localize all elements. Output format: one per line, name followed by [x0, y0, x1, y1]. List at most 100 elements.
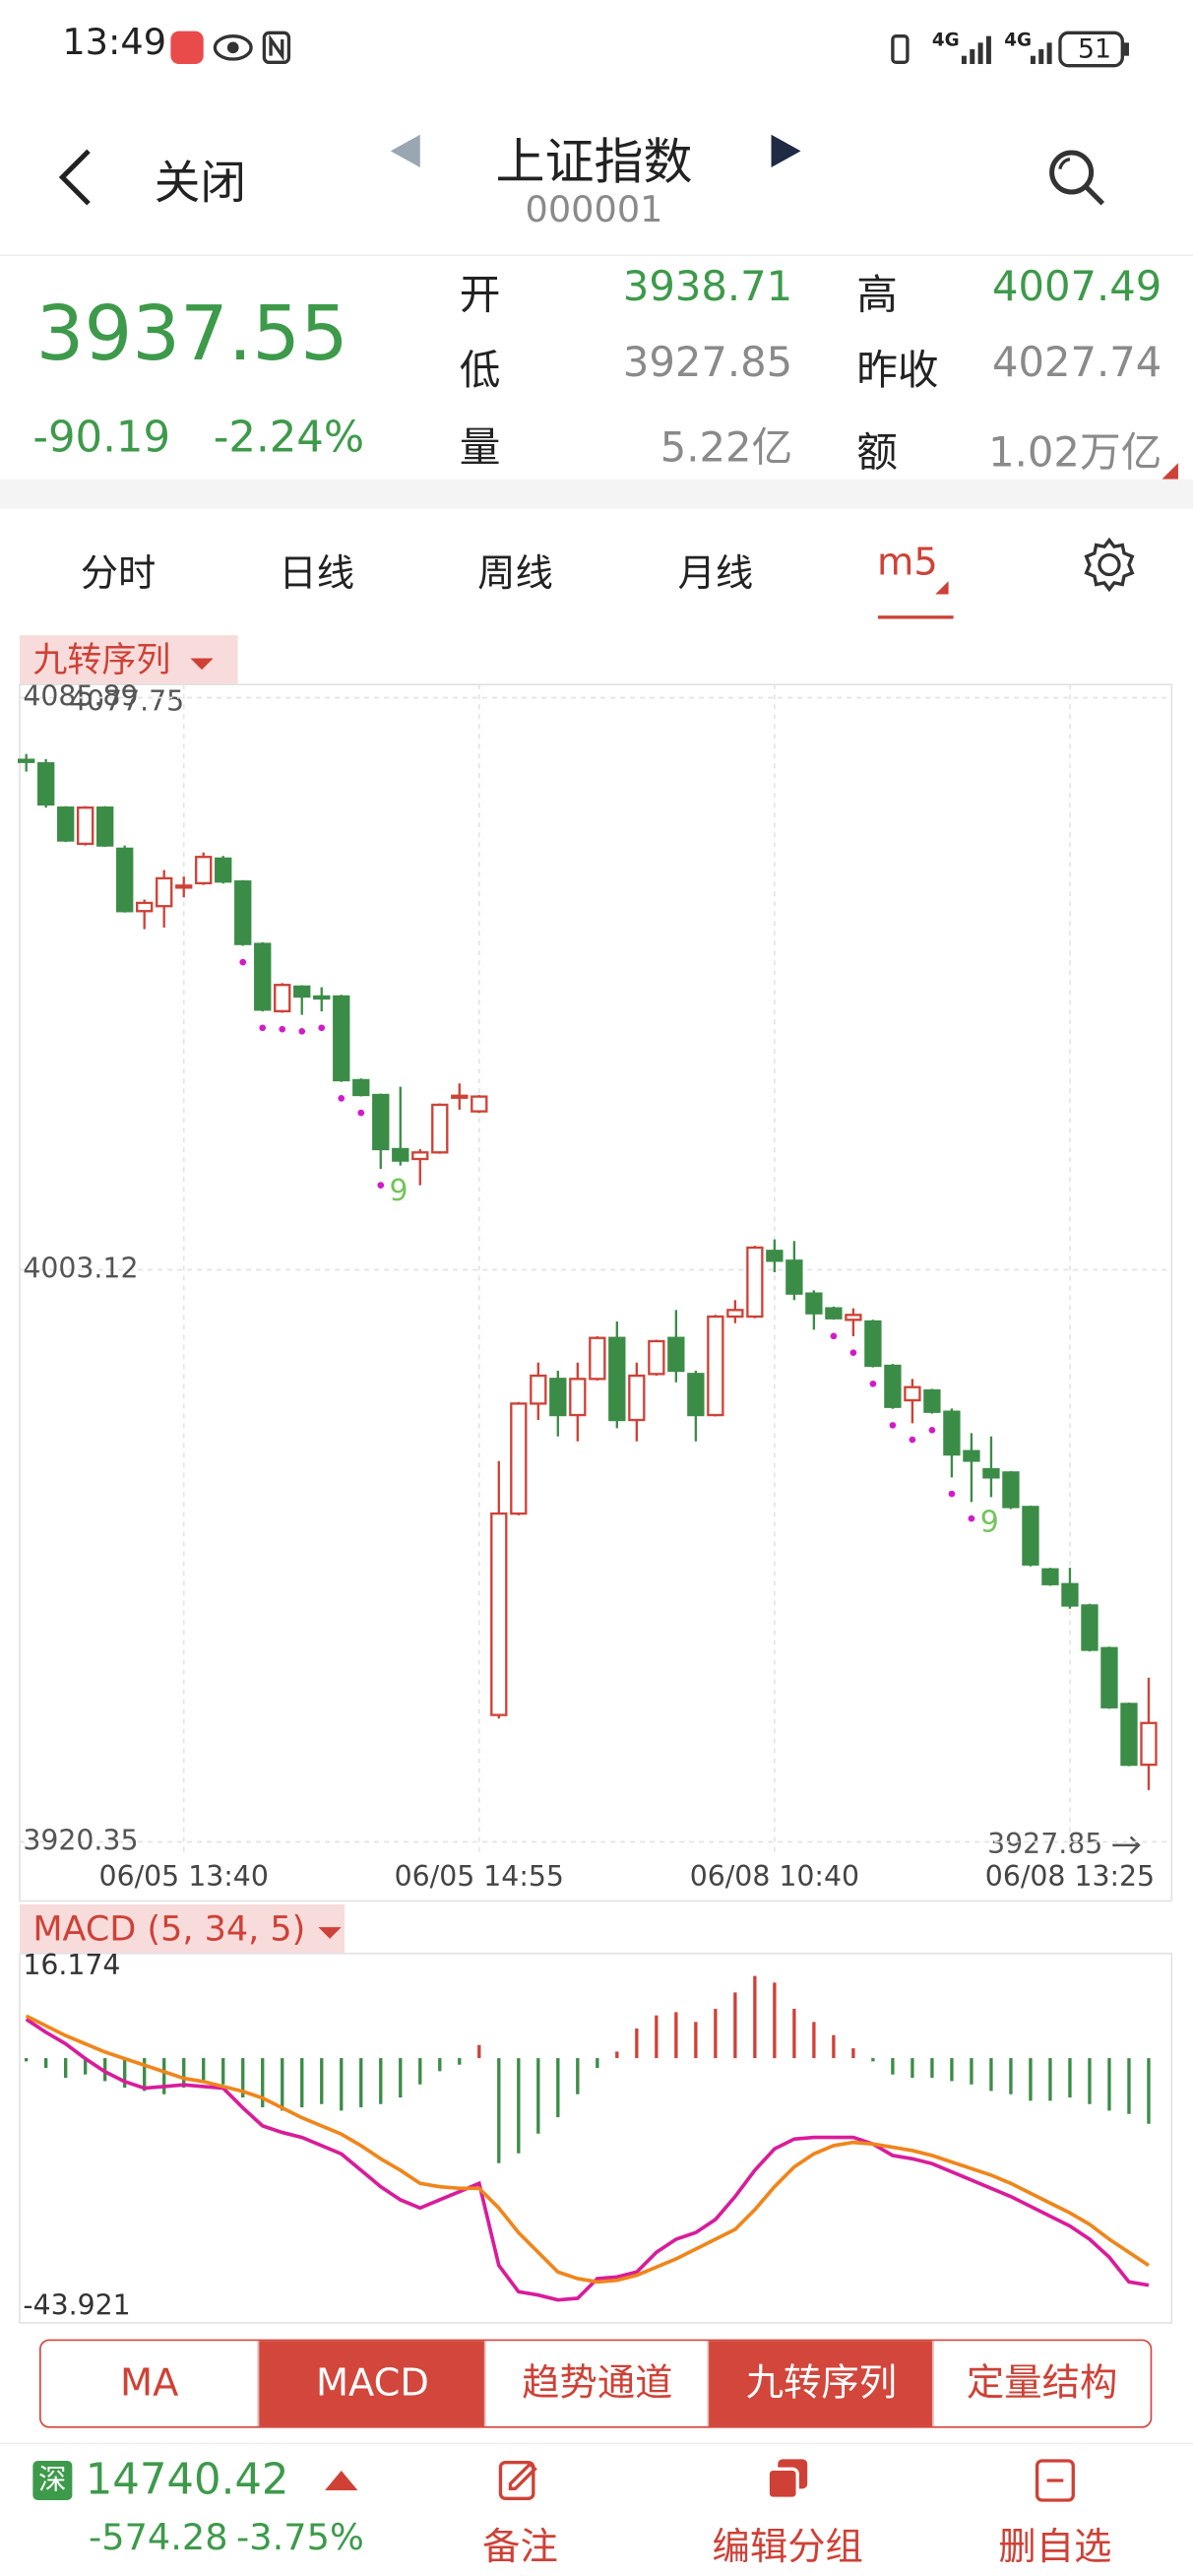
charts: 4077.75 3927.85 3920.35 4003.12 4085.89 06/…: [18, 680, 1173, 2324]
min-arrow: [1112, 1835, 1141, 1855]
settings-icon[interactable]: [1080, 535, 1139, 594]
td-dot: [279, 1025, 286, 1033]
search-icon[interactable]: [1043, 145, 1109, 211]
candle-body: [1061, 1582, 1079, 1607]
footer-index-value: 14740.42: [85, 2455, 289, 2505]
candle-body: [864, 1320, 882, 1368]
indicator-button[interactable]: 定量结构: [931, 2341, 1151, 2426]
signal-icons: [891, 31, 1129, 68]
candle-body: [490, 1512, 508, 1716]
candle-body: [116, 847, 134, 913]
stock-code: 000001: [525, 190, 663, 232]
min-marker: 3927.85: [987, 1828, 1102, 1860]
candle-body: [766, 1250, 784, 1262]
switch-arrows[interactable]: [387, 131, 813, 170]
candle-body: [884, 1364, 902, 1408]
candle-body: [471, 1095, 488, 1113]
indicator-button[interactable]: 趋势通道: [483, 2341, 709, 2426]
macd-dropdown[interactable]: MACD (5, 34, 5): [20, 1903, 345, 1954]
period-tab-active[interactable]: m5: [877, 542, 938, 585]
footer-change-percent: -3.75%: [236, 2518, 364, 2560]
candle-body: [805, 1292, 823, 1315]
candle-body: [352, 1078, 370, 1097]
candle-body: [510, 1402, 528, 1515]
macd-line: [25, 2018, 1150, 2302]
tab-indicator: [877, 581, 954, 619]
candle-body: [549, 1378, 567, 1417]
close-button[interactable]: 关闭: [154, 156, 247, 211]
remove-icon: [1035, 2459, 1075, 2502]
status-time: 13:49: [62, 23, 167, 65]
field-label: 昨收: [856, 346, 939, 395]
candle-body: [648, 1339, 665, 1376]
network-label: 4G: [931, 30, 960, 51]
macd-title: MACD (5, 34, 5): [32, 1908, 306, 1949]
dropdown-arrow: [318, 1927, 343, 1939]
field-value: 1.02万亿: [988, 428, 1162, 477]
indicator-button[interactable]: MA: [120, 2361, 179, 2406]
candle-body: [372, 1093, 390, 1151]
candle-body: [943, 1410, 961, 1456]
candle-body: [274, 984, 291, 1013]
footer-action[interactable]: 编辑分组: [712, 2526, 863, 2570]
td-dot: [298, 1027, 306, 1035]
change-percent: -2.24%: [213, 414, 365, 464]
period-tab[interactable]: 月线: [677, 552, 754, 597]
field-label: 量: [459, 423, 501, 472]
title: 上证指数: [495, 134, 693, 193]
candle-body: [234, 880, 252, 945]
td-dot: [889, 1422, 897, 1429]
max-marker: 4077.75: [69, 685, 184, 718]
footer-action[interactable]: 备注: [482, 2526, 558, 2570]
candle-body: [687, 1373, 705, 1417]
period-tab[interactable]: 日线: [279, 552, 355, 597]
td-label: 9: [390, 1174, 408, 1208]
td-dot: [948, 1490, 956, 1498]
td-dot: [909, 1436, 916, 1444]
candle-body: [1022, 1506, 1039, 1566]
candle-body: [77, 806, 94, 846]
back-icon[interactable]: [49, 145, 98, 211]
period-tab[interactable]: 周线: [477, 552, 553, 597]
change: -90.19: [32, 414, 171, 464]
field-label: 额: [856, 428, 898, 477]
macd-frame: [19, 1953, 1173, 2324]
x-tick-label: 06/05 13:40: [99, 1860, 269, 1893]
field-value: 5.22亿: [659, 423, 793, 472]
corner-mark: [1162, 463, 1178, 480]
indicator-label: 九转序列: [32, 640, 171, 680]
indicator-button-active[interactable]: 九转序列: [707, 2341, 934, 2426]
x-tick-label: 06/08 10:40: [690, 1860, 859, 1893]
indicator-button-active[interactable]: MACD: [257, 2341, 486, 2426]
dropdown-arrow: [190, 658, 214, 671]
candle-body: [254, 942, 272, 1011]
x-tick-label: 06/08 13:25: [985, 1860, 1155, 1893]
td-dot: [239, 958, 247, 966]
td-dot: [869, 1380, 877, 1387]
period-tab[interactable]: 分时: [80, 552, 157, 597]
candle-body: [156, 876, 173, 908]
candle-body: [589, 1336, 606, 1381]
candle-body: [667, 1336, 685, 1373]
candle-body: [392, 1147, 409, 1162]
candle-body: [963, 1449, 980, 1462]
candle-body: [431, 1103, 449, 1154]
field-value: 4007.49: [991, 262, 1162, 311]
x-tick-label: 06/05 14:55: [395, 1860, 564, 1893]
candle-body: [195, 856, 213, 885]
footer-change: -574.28: [89, 2518, 228, 2560]
group-icon: [766, 2459, 808, 2500]
indicator-dropdown[interactable]: 九转序列: [20, 635, 238, 685]
footer-action[interactable]: 删自选: [998, 2526, 1112, 2570]
candle-body: [845, 1314, 862, 1321]
candle-body: [825, 1307, 843, 1320]
indicator-bar: [39, 2339, 1153, 2428]
td-dot: [357, 1109, 365, 1117]
candle-body: [628, 1374, 646, 1422]
candle-body: [37, 762, 55, 806]
price: 3937.55: [35, 289, 348, 378]
y-tick-label: 16.174: [23, 1949, 120, 1981]
candle-body: [333, 995, 350, 1082]
